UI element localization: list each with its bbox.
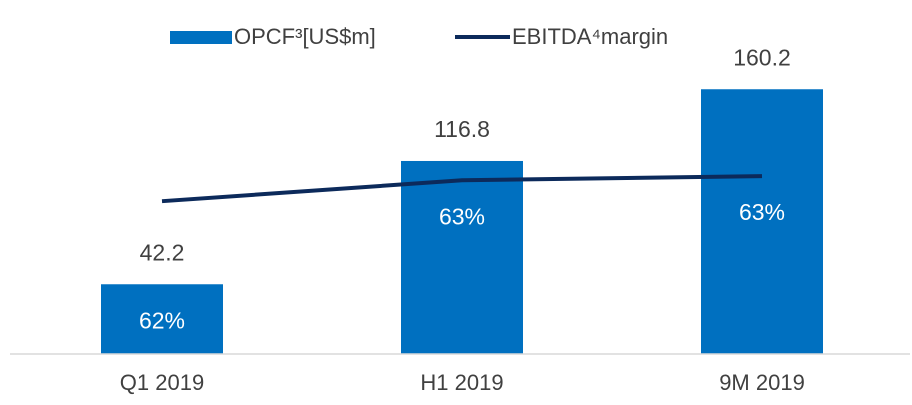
- bar: [401, 160, 523, 354]
- x-tick-label: 9M 2019: [719, 370, 805, 395]
- legend-swatch: [170, 31, 232, 44]
- legend-label: OPCF³[US$m]: [234, 24, 376, 49]
- x-tick-label: Q1 2019: [120, 370, 204, 395]
- legend-label: EBITDA⁴margin: [512, 24, 668, 49]
- bar-value-label: 116.8: [434, 116, 490, 142]
- line-value-label: 62%: [139, 307, 185, 333]
- bar-value-label: 42.2: [140, 239, 185, 265]
- bar: [701, 89, 823, 355]
- line: [161, 174, 763, 204]
- line-value-label: 63%: [439, 203, 485, 229]
- line-value-label: 63%: [739, 199, 785, 225]
- bar-value-label: 160.2: [733, 44, 791, 70]
- bar: [101, 284, 223, 354]
- x-tick-label: H1 2019: [420, 370, 503, 395]
